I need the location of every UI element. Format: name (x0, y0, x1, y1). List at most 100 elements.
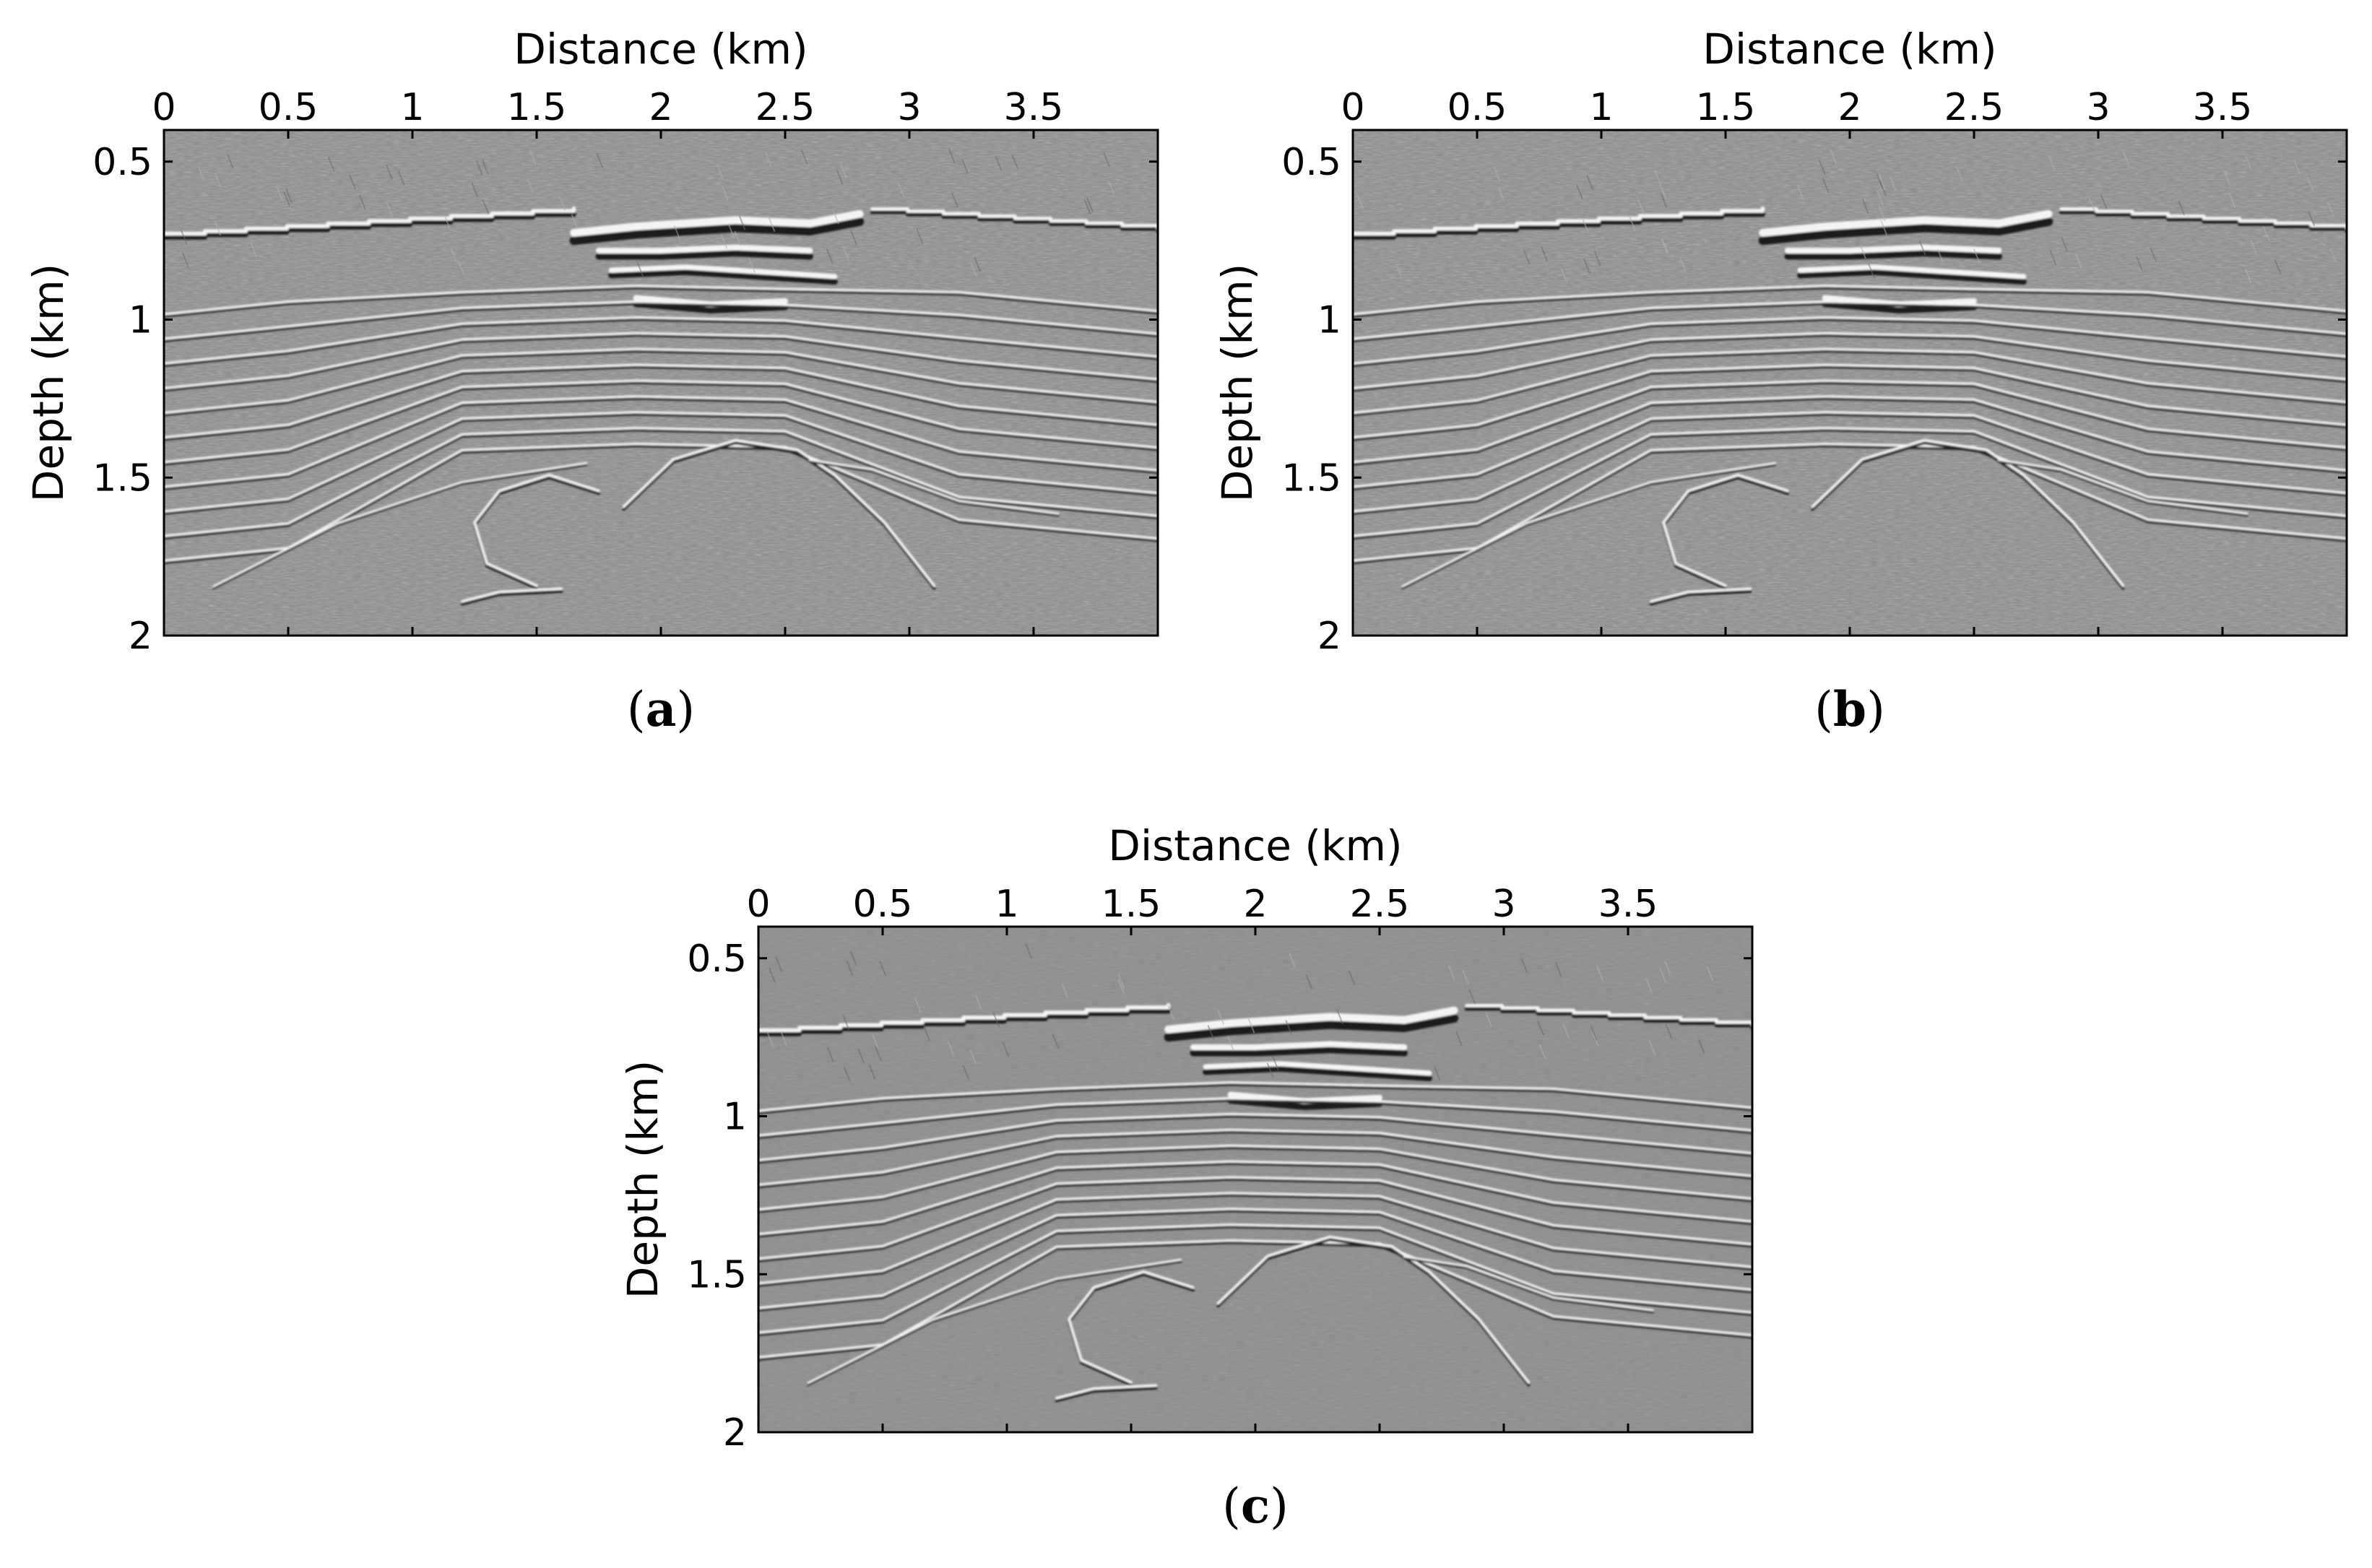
y-tick-label: 1.5 (92, 456, 152, 500)
texture-mark (1576, 184, 1583, 200)
texture-mark (738, 215, 746, 231)
texture-mark (1665, 1023, 1673, 1039)
deep-dome-peak (1811, 438, 2125, 587)
texture-mark (1878, 174, 1886, 190)
texture-mark (1493, 166, 1501, 182)
deep-dome-peak (622, 438, 936, 587)
deep-arc-right-trough (1403, 1257, 1654, 1314)
sediment-layer-4-peak (1353, 332, 2347, 389)
texture-mark (1679, 256, 1687, 272)
deep-arc-right-peak (809, 459, 1060, 515)
y-axis-title: Depth (km) (618, 1060, 667, 1299)
sediment-layer-3-peak (1353, 316, 2347, 365)
texture-mark (1629, 216, 1636, 231)
texture-mark (857, 1049, 865, 1065)
texture-mark (2329, 247, 2337, 263)
deep-arc-left-peak (807, 1258, 1182, 1385)
texture-mark (2274, 259, 2282, 274)
sediment-layer-8-trough (758, 1194, 1752, 1287)
texture-mark (766, 1031, 774, 1047)
panel-c: 0 0.5 1 1.5 2 2.5 3 3.5 0.5 1 1.5 2 Distance (km) Dep… (618, 821, 1754, 1534)
texture-mark (348, 174, 356, 189)
texture-mark (2250, 240, 2258, 255)
salt-top-peak (1164, 1006, 1458, 1034)
sediment-layer-3-trough (1353, 318, 2347, 368)
y-axis-title: Depth (km) (24, 264, 73, 502)
texture-mark (874, 1045, 882, 1061)
texture-mark (2245, 156, 2253, 171)
texture-mark (2150, 246, 2157, 262)
texture-mark (1590, 1026, 1598, 1041)
texture-mark (1011, 154, 1019, 170)
texture-mark (1659, 968, 1667, 983)
texture-mark (2135, 256, 2143, 271)
texture-mark (720, 234, 728, 250)
sediment-layer-5-trough (1353, 350, 2347, 417)
texture-mark (1822, 178, 1830, 194)
sediment-layer-5-peak (1353, 347, 2347, 415)
x-tick-label: 0.5 (853, 883, 913, 926)
x-tick-label: 2 (1838, 86, 1861, 129)
texture-mark (1538, 1044, 1546, 1060)
texture-mark (471, 182, 479, 197)
sediment-layer-2-peak (1353, 300, 2347, 340)
sediment-layer-9-peak (758, 1208, 1752, 1309)
sediment-layer-6-trough (1353, 365, 2347, 441)
sediment-layer-2-trough (164, 302, 1158, 343)
salt-base-trough (1822, 300, 1978, 313)
panel-caption: (b) (1814, 681, 1885, 737)
deep-lens-bottom-peak (1650, 587, 1752, 603)
texture-mark (2228, 193, 2236, 209)
sediment-layer-5-peak (164, 347, 1158, 415)
sediment-layer-6-trough (758, 1162, 1752, 1238)
x-tick-label: 2 (1243, 883, 1267, 926)
texture-mark (571, 214, 579, 229)
texture-mark (764, 151, 772, 167)
sediment-layer-1-peak (1353, 285, 2347, 316)
sediment-layer-9-trough (1353, 413, 2347, 515)
texture-mark (197, 165, 205, 181)
right-top-reflector-trough (1464, 1007, 1752, 1030)
texture-mark (2178, 200, 2186, 216)
texture-mark (1581, 217, 1589, 233)
x-tick-label: 2.5 (756, 86, 815, 129)
texture-mark (1936, 248, 1944, 264)
x-tick-label: 3.5 (1598, 883, 1658, 926)
deep-lens-left-peak (1068, 1270, 1195, 1384)
sediment-layer-4-trough (1353, 334, 2347, 392)
y-axis-title: Depth (km) (1213, 264, 1262, 502)
sediment-layer-7-peak (1353, 379, 2347, 464)
texture-mark (1876, 173, 1884, 189)
texture-mark (2327, 202, 2335, 217)
seismic-image (1353, 130, 2347, 636)
texture-mark (951, 192, 958, 208)
texture-mark (1593, 251, 1601, 267)
salt-upper-peak (1784, 244, 2002, 254)
x-tick-label: 1.5 (1696, 86, 1756, 129)
texture-mark (2048, 155, 2056, 171)
texture-mark (1861, 199, 1869, 215)
texture-mark (2100, 194, 2108, 209)
deep-lens-left-trough (1662, 476, 1789, 590)
texture-mark (1247, 1018, 1255, 1034)
texture-mark (2306, 176, 2314, 192)
sediment-layer-7-trough (164, 381, 1158, 466)
texture-mark (1052, 1033, 1060, 1049)
texture-mark (2262, 226, 2270, 241)
y-tick-label: 2 (723, 1411, 747, 1455)
x-tick-label: 0.5 (1447, 86, 1507, 129)
texture-mark (636, 261, 644, 277)
texture-mark (2308, 211, 2316, 227)
texture-mark (1586, 174, 1593, 190)
texture-mark (214, 220, 222, 236)
texture-mark (1289, 952, 1296, 968)
sediment-layer-10-peak (758, 1223, 1752, 1334)
deep-lens-bottom-peak (461, 587, 563, 603)
texture-mark (1336, 1009, 1343, 1025)
deep-arc-left-trough (1401, 464, 1777, 589)
texture-mark (1889, 176, 1897, 191)
texture-mark (1348, 970, 1356, 986)
texture-mark (1830, 149, 1838, 165)
texture-mark (1485, 1012, 1492, 1027)
